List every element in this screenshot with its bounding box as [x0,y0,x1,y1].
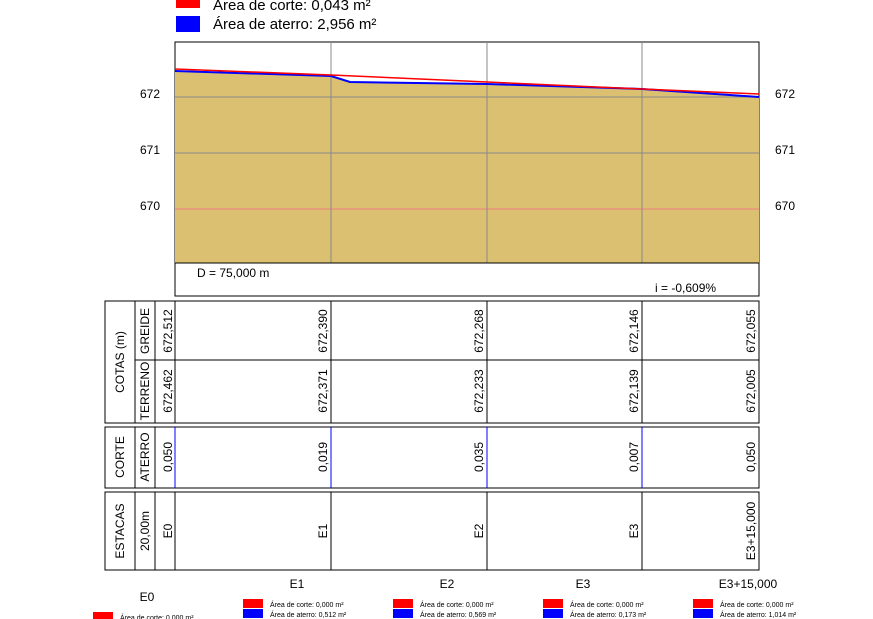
y-label-left: 671 [140,143,160,157]
aterro-swatch [693,609,713,618]
estacas-table [104,491,760,571]
greide-value: 672,146 [627,309,641,353]
estacas-label: ESTACAS [113,503,127,558]
section-corte: Área de corte: 0,000 m² [120,613,194,619]
aterro-swatch [543,609,563,618]
aterro-swatch [176,16,200,32]
y-label-right: 672 [775,87,795,101]
corte-swatch [93,612,113,619]
aterro-swatch [243,609,263,618]
section-name: E1 [290,577,305,591]
section-name: E2 [440,577,455,591]
y-label-right: 670 [775,199,795,213]
section-corte: Área de corte: 0,000 m² [570,600,644,609]
y-label-right: 671 [775,143,795,157]
terreno-value: 672,005 [744,369,758,413]
volume-value: 0,050 [161,442,175,472]
section-aterro: Área de aterro: 0,569 m² [420,610,497,619]
terrain-fill [175,71,759,263]
corte-swatch [543,599,563,608]
volume-value: 0,050 [744,442,758,472]
section-name: E3+15,000 [719,577,778,591]
legend-corte: Área de corte: 0,043 m² [213,0,371,14]
estaca-value: E3 [627,523,641,538]
corte-swatch [176,0,200,8]
aterro-label: ATERRO [138,432,152,481]
greide-value: 672,512 [161,309,175,353]
corte-swatch [243,599,263,608]
corte-label: CORTE [113,436,127,478]
section-corte: Área de corte: 0,000 m² [420,600,494,609]
section-corte: Área de corte: 0,000 m² [270,600,344,609]
greide-value: 672,390 [316,309,330,353]
greide-value: 672,055 [744,309,758,353]
slope: i = -0,609% [655,281,716,295]
greide-label: GREIDE [138,308,152,354]
estaca-value: E2 [472,523,486,538]
cotas-label: COTAS (m) [113,331,127,393]
terreno-value: 672,371 [316,369,330,413]
aterro-swatch [393,609,413,618]
greide-value: 672,268 [472,309,486,353]
section-aterro: Área de aterro: 1,014 m² [720,610,797,619]
cotas-table [104,300,760,424]
y-label-left: 672 [140,87,160,101]
section-name: E0 [140,590,155,604]
terreno-label: TERRENO [138,362,152,421]
distance: D = 75,000 m [197,266,269,280]
corte-swatch [693,599,713,608]
terreno-value: 672,233 [472,369,486,413]
greide-line [174,68,760,95]
volumes-table [104,426,760,489]
section-aterro: Área de aterro: 0,173 m² [570,610,647,619]
estaca-value: E0 [161,523,175,538]
terreno-value: 672,139 [627,369,641,413]
section-name: E3 [576,577,591,591]
estaca-value: E3+15,000 [744,501,758,560]
table-lines [134,301,759,570]
terreno-value: 672,462 [161,369,175,413]
volume-value: 0,019 [316,442,330,472]
interval-label: 20,00m [138,511,152,551]
section-aterro: Área de aterro: 0,512 m² [270,610,347,619]
corte-swatch [393,599,413,608]
estaca-value: E1 [316,523,330,538]
volume-value: 0,007 [627,442,641,472]
y-label-left: 670 [140,199,160,213]
legend-aterro: Área de aterro: 2,956 m² [213,16,376,33]
volume-value: 0,035 [472,442,486,472]
section-corte: Área de corte: 0,000 m² [720,600,794,609]
